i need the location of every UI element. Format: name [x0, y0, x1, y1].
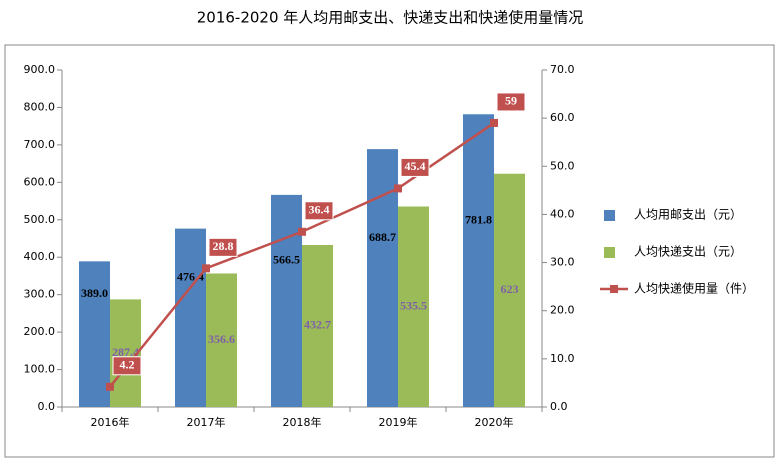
y-tick-label: 600.0 — [24, 175, 56, 188]
y-tick-label: 900.0 — [24, 63, 56, 76]
line-marker — [202, 264, 210, 273]
data-label: 4.2 — [120, 358, 135, 372]
x-tick-label: 2017年 — [187, 415, 226, 429]
line-marker — [298, 227, 306, 236]
y-tick-label: 400.0 — [24, 250, 56, 263]
y-tick-label: 200.0 — [24, 325, 56, 338]
bar — [79, 261, 110, 407]
y2-tick-label: 10.0 — [550, 352, 575, 365]
data-label: 623 — [501, 282, 519, 296]
label-box — [400, 157, 430, 177]
data-label: 781.8 — [465, 212, 492, 226]
legend-label: 人均快递支出（元） — [634, 245, 742, 259]
data-label: 688.7 — [369, 230, 396, 244]
y-tick-label: 100.0 — [24, 363, 56, 376]
legend-label: 人均快递使用量（件） — [634, 281, 754, 296]
chart-title: 2016-2020 年人均用邮支出、快递支出和快递使用量情况 — [197, 9, 584, 27]
data-label: 535.5 — [400, 298, 427, 312]
y-tick-label: 0.0 — [38, 400, 56, 413]
legend-label: 人均用邮支出（元） — [634, 208, 742, 222]
y-tick-label: 500.0 — [24, 213, 56, 226]
y-tick-label: 300.0 — [24, 288, 56, 301]
label-box — [112, 356, 142, 376]
data-label: 566.5 — [273, 253, 300, 267]
y2-tick-label: 40.0 — [550, 207, 575, 220]
data-label: 59 — [505, 94, 517, 108]
data-label: 36.4 — [309, 203, 330, 217]
y-tick-label: 800.0 — [24, 100, 56, 113]
data-label: 432.7 — [304, 318, 331, 332]
legend-swatch — [604, 210, 615, 221]
legend-swatch — [604, 247, 615, 258]
data-label: 287.4 — [112, 345, 139, 359]
data-label: 45.4 — [405, 159, 426, 173]
bar — [271, 194, 302, 407]
label-box — [304, 201, 334, 221]
chart-frame — [4, 44, 775, 458]
y2-tick-label: 30.0 — [550, 256, 575, 269]
line-marker — [106, 382, 114, 391]
x-tick-label: 2020年 — [475, 415, 514, 429]
line-marker — [490, 118, 498, 127]
x-tick-label: 2016年 — [91, 415, 130, 429]
label-box — [208, 237, 238, 257]
data-label: 28.8 — [213, 239, 234, 253]
data-label: 356.6 — [208, 332, 235, 346]
line-marker — [394, 184, 402, 193]
label-box — [496, 92, 526, 112]
data-label: 389.0 — [81, 286, 108, 300]
bar — [206, 273, 237, 407]
x-tick-label: 2019年 — [379, 415, 418, 429]
bar — [494, 173, 525, 407]
legend-swatch — [610, 285, 618, 293]
y-tick-label: 700.0 — [24, 138, 56, 151]
bar — [463, 114, 494, 407]
bar — [175, 228, 206, 407]
y2-tick-label: 50.0 — [550, 159, 575, 172]
bar — [398, 206, 429, 407]
y2-tick-label: 0.0 — [550, 400, 568, 413]
y2-tick-label: 60.0 — [550, 111, 575, 124]
x-tick-label: 2018年 — [283, 415, 322, 429]
bar — [367, 149, 398, 407]
y2-tick-label: 20.0 — [550, 304, 575, 317]
y2-tick-label: 70.0 — [550, 63, 575, 76]
bar — [302, 244, 333, 407]
